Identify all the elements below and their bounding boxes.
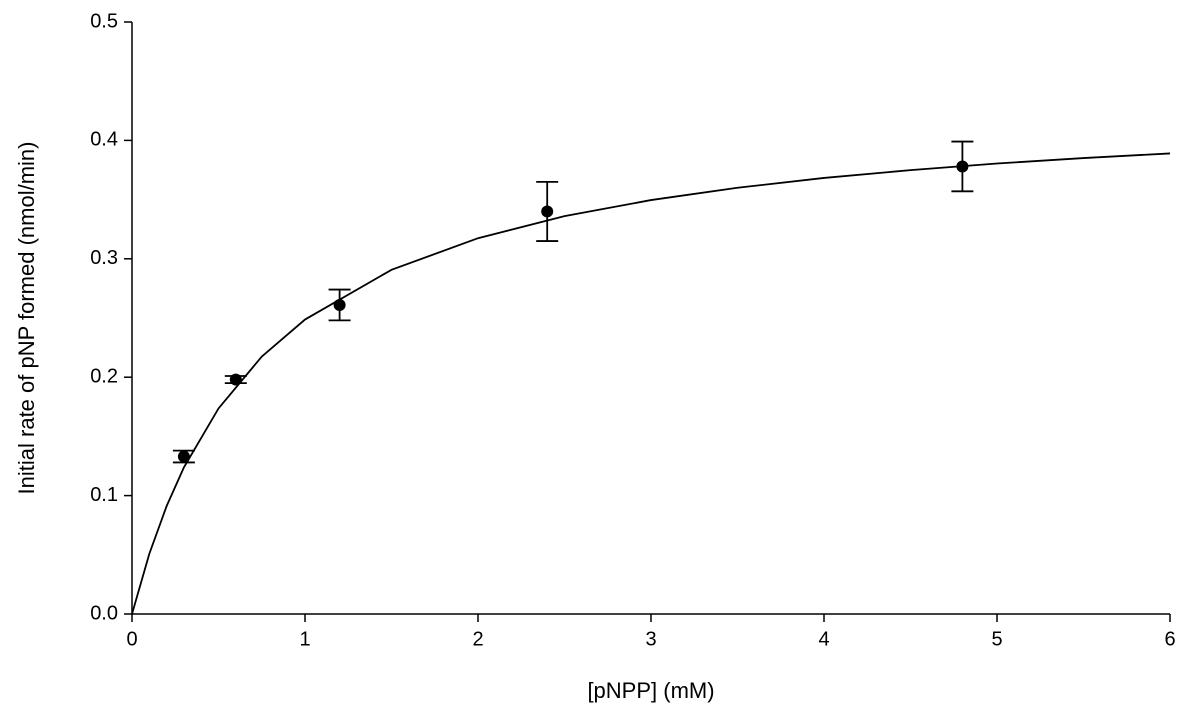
data-point [229, 373, 242, 386]
x-tick-label: 4 [818, 628, 829, 650]
x-tick-label: 1 [299, 628, 310, 650]
y-tick-label: 0.2 [90, 365, 118, 387]
x-tick-label: 5 [991, 628, 1002, 650]
data-point [177, 450, 190, 463]
y-tick-label: 0.0 [90, 602, 118, 624]
y-tick-label: 0.4 [90, 129, 118, 151]
x-axis-label: [pNPP] (mM) [587, 678, 714, 703]
data-point [541, 205, 554, 218]
y-tick-label: 0.3 [90, 247, 118, 269]
data-point [956, 160, 969, 173]
fit-curve [131, 152, 1171, 615]
x-tick-label: 2 [472, 628, 483, 650]
x-tick-label: 3 [645, 628, 656, 650]
y-tick-label: 0.1 [90, 484, 118, 506]
y-axis-label: Initial rate of pNP formed (nmol/min) [14, 142, 39, 495]
y-tick-label: 0.5 [90, 10, 118, 32]
data-point [333, 298, 346, 311]
x-tick-label: 6 [1164, 628, 1175, 650]
x-tick-label: 0 [126, 628, 137, 650]
